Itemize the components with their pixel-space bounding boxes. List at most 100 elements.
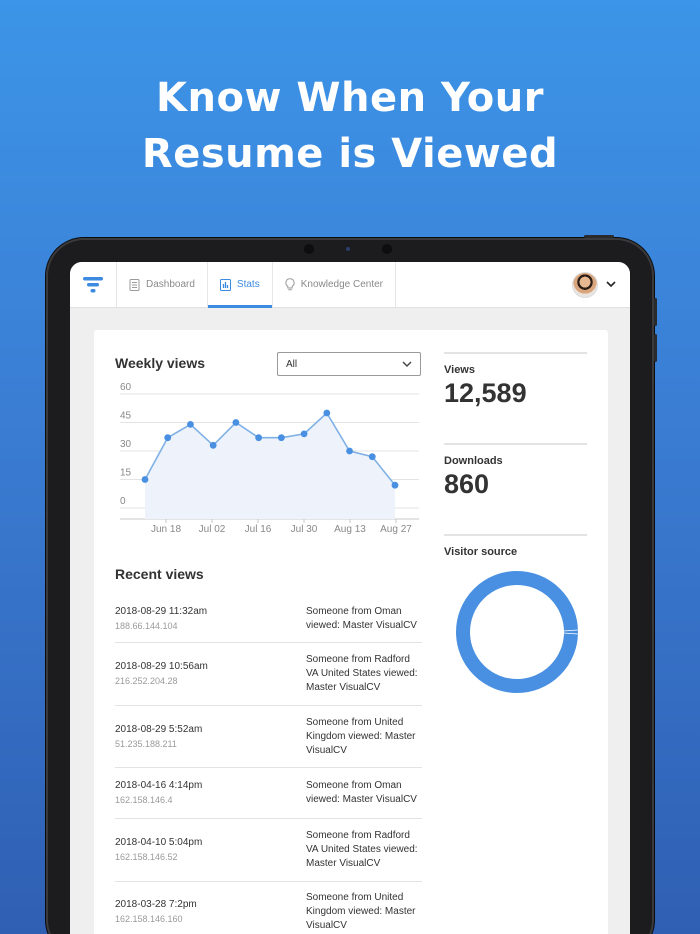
view-ip-address: 51.235.188.211 (115, 738, 177, 749)
recent-view-row: 2018-04-10 5:04pm 162.158.146.52 Someone f… (115, 819, 422, 882)
donut-ring (456, 571, 578, 693)
period-select[interactable]: All (277, 352, 421, 376)
view-timestamp: 2018-04-16 4:14pm (115, 780, 203, 791)
data-point (164, 434, 172, 442)
view-details: 2018-08-29 10:56am 216.252.204.28 (115, 643, 208, 705)
views-label: Views (444, 364, 475, 376)
view-timestamp: 2018-08-29 10:56am (115, 661, 208, 672)
app-logo[interactable] (70, 262, 117, 307)
view-details: 2018-04-10 5:04pm 162.158.146.52 (115, 819, 202, 881)
view-timestamp: 2018-08-29 5:52am (115, 723, 203, 735)
tab-knowledge-center[interactable]: Knowledge Center (273, 262, 396, 307)
x-tick-label: Jun 18 (151, 524, 181, 535)
data-point (391, 481, 399, 489)
recent-views-list: 2018-08-29 11:32am 188.66.144.104 Someone … (115, 595, 422, 934)
view-message: Someone from Radford VA United States vi… (306, 830, 418, 869)
weekly-views-title: Weekly views (115, 355, 206, 371)
tab-dashboard-label: Dashboard (146, 279, 195, 290)
recent-views-title: Recent views (115, 566, 204, 582)
avatar[interactable] (572, 271, 598, 298)
headline-line-2: Resume is Viewed (141, 131, 559, 177)
tab-dashboard[interactable]: Dashboard (117, 262, 208, 307)
x-tick-label: Jul 16 (245, 524, 272, 535)
camera-icon (382, 244, 392, 254)
data-point (323, 409, 331, 417)
views-value: 12,589 (444, 378, 527, 408)
view-details: 2018-08-29 11:32am 188.66.144.104 (115, 595, 207, 642)
downloads-stat: Downloads 860 (444, 443, 587, 500)
y-tick-label: 60 (120, 382, 132, 393)
view-message: Someone from Oman viewed: Master VisualC… (306, 780, 417, 805)
x-tick-label: Aug 27 (380, 524, 412, 535)
stats-card: Weekly views All 60 45 30 15 0 Jun 18 Jul 02 Ju… (94, 330, 608, 934)
visitor-source-section: Visitor source (444, 534, 587, 558)
tab-knowledge-center-label: Knowledge Center (300, 279, 383, 290)
chevron-down-icon (606, 281, 616, 288)
headline: Know When Your Resume is Viewed (0, 70, 700, 182)
view-message: Someone from Radford VA United States vi… (306, 654, 418, 693)
view-ip-address: 188.66.144.104 (115, 620, 178, 631)
tab-stats-label: Stats (236, 279, 260, 290)
data-point (232, 419, 240, 426)
view-timestamp: 2018-08-29 11:32am (115, 605, 208, 617)
period-select-value: All (286, 358, 298, 370)
x-tick-label: Jul 30 (291, 524, 318, 535)
view-timestamp: 2018-04-10 5:04pm (115, 837, 203, 848)
top-navigation: Dashboard Stats Knowledge Center (70, 262, 630, 308)
view-ip-address: 162.158.146.4 (115, 795, 173, 805)
tablet-frame: Dashboard Stats Knowledge Center (46, 235, 657, 934)
view-ip-address: 162.158.146.160 (115, 913, 183, 924)
chevron-down-icon (402, 361, 412, 367)
view-details: 2018-04-16 4:14pm 162.158.146.4 (115, 768, 202, 818)
downloads-label: Downloads (444, 455, 503, 467)
lightbulb-icon (285, 278, 295, 291)
data-point (300, 430, 308, 438)
area-fill (145, 413, 395, 519)
recent-view-row: 2018-03-28 7:2pm 162.158.146.160 Someone f… (115, 882, 422, 934)
weekly-views-chart: 60 45 30 15 0 Jun 18 Jul 02 Jul 16 Jul 30 Aug 13 A… (120, 382, 419, 535)
funnel-logo-icon (83, 276, 103, 292)
data-point (187, 421, 194, 428)
view-message: Someone from United Kingdom viewed: Mast… (306, 891, 416, 931)
downloads-value: 860 (444, 469, 490, 499)
donut-slice-divider (562, 629, 579, 632)
data-point (209, 441, 217, 449)
bar-chart-icon (219, 278, 231, 291)
visitor-source-label: Visitor source (444, 546, 518, 558)
camera-icon (304, 244, 314, 254)
data-point (255, 434, 263, 442)
y-tick-label: 15 (120, 468, 132, 479)
tab-stats[interactable]: Stats (207, 262, 273, 308)
x-tick-label: Aug 13 (334, 524, 366, 535)
view-details: 2018-08-29 5:52am 51.235.188.211 (115, 706, 202, 767)
data-point (277, 434, 285, 442)
views-stat: Views 12,589 (444, 352, 587, 409)
y-tick-label: 45 (120, 411, 132, 422)
donut-slice-divider (562, 632, 579, 635)
y-tick-label: 30 (120, 439, 132, 450)
tablet-side-button (654, 298, 657, 326)
view-timestamp: 2018-03-28 7:2pm (115, 898, 197, 910)
recent-view-row: 2018-04-16 4:14pm 162.158.146.4 Someone fr… (115, 768, 422, 819)
recent-view-row: 2018-08-29 11:32am 188.66.144.104 Someone … (115, 595, 422, 643)
sensor-icon (346, 247, 350, 251)
account-menu[interactable] (572, 262, 630, 307)
x-tick-label: Jul 02 (199, 524, 226, 535)
document-icon (129, 278, 140, 291)
headline-line-1: Know When Your (156, 75, 544, 121)
view-ip-address: 216.252.204.28 (115, 676, 178, 686)
view-ip-address: 162.158.146.52 (115, 852, 178, 862)
series-line (144, 411, 396, 486)
recent-view-row: 2018-08-29 10:56am 216.252.204.28 Someone … (115, 643, 422, 706)
tablet-top-button (584, 235, 614, 238)
tablet-side-button (654, 334, 657, 362)
data-point (368, 453, 376, 461)
data-point (346, 447, 353, 455)
view-message: Someone from Oman viewed: Master VisualC… (306, 605, 417, 631)
visitor-source-donut (456, 571, 579, 693)
app-screen: Dashboard Stats Knowledge Center (70, 262, 630, 934)
data-point (141, 476, 149, 483)
view-message: Someone from United Kingdom viewed: Mast… (306, 716, 416, 756)
view-details: 2018-03-28 7:2pm 162.158.146.160 (115, 882, 197, 934)
y-tick-label: 0 (120, 496, 126, 507)
